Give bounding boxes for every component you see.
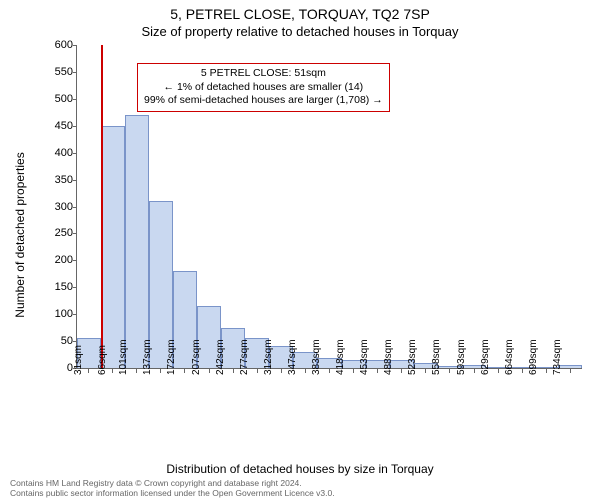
x-tick-label: 558sqm: [432, 339, 443, 375]
y-tick-label: 100: [55, 308, 77, 320]
x-tick-label: 383sqm: [311, 339, 322, 375]
histogram-bar: [438, 45, 462, 368]
x-tick-label: 242sqm: [215, 339, 226, 375]
property-marker-line: [101, 45, 103, 368]
title-subtitle: Size of property relative to detached ho…: [10, 24, 590, 39]
footer-line1: Contains HM Land Registry data © Crown c…: [10, 478, 590, 488]
histogram-bar: [510, 45, 534, 368]
y-tick-label: 500: [55, 93, 77, 105]
title-address: 5, PETREL CLOSE, TORQUAY, TQ2 7SP: [10, 6, 590, 22]
x-tick-label: 277sqm: [239, 339, 250, 375]
histogram-bar: [101, 45, 125, 368]
x-tick-label: 347sqm: [287, 339, 298, 375]
y-tick-label: 400: [55, 147, 77, 159]
histogram-bar: [77, 45, 101, 368]
y-tick-label: 350: [55, 174, 77, 186]
x-tick-label: 207sqm: [191, 339, 202, 375]
x-tick-label: 523sqm: [408, 339, 419, 375]
y-tick-label: 600: [55, 39, 77, 51]
y-tick-label: 450: [55, 120, 77, 132]
x-tick-label: 418sqm: [335, 339, 346, 375]
annotation-line1: 5 PETREL CLOSE: 51sqm: [144, 67, 383, 81]
footer-attribution: Contains HM Land Registry data © Crown c…: [10, 478, 590, 498]
y-tick-label: 200: [55, 254, 77, 266]
x-tick-label: 31sqm: [73, 345, 84, 375]
y-tick-label: 250: [55, 227, 77, 239]
x-tick-label: 101sqm: [118, 339, 129, 375]
y-axis-label: Number of detached properties: [13, 152, 27, 317]
x-tick-label: 453sqm: [359, 339, 370, 375]
y-tick-label: 550: [55, 66, 77, 78]
histogram-bar: [558, 45, 582, 368]
x-tick-label: 137sqm: [143, 339, 154, 375]
x-tick-label: 699sqm: [528, 339, 539, 375]
x-tick-label: 488sqm: [383, 339, 394, 375]
chart-container: 5, PETREL CLOSE, TORQUAY, TQ2 7SP Size o…: [0, 0, 600, 500]
x-tick-label: 629sqm: [480, 339, 491, 375]
x-tick-label: 664sqm: [504, 339, 515, 375]
footer-line2: Contains public sector information licen…: [10, 488, 590, 498]
y-tick-label: 300: [55, 201, 77, 213]
x-tick-label: 312sqm: [263, 339, 274, 375]
histogram-bar: [534, 45, 558, 368]
x-tick-label: 172sqm: [167, 339, 178, 375]
histogram-bar: [414, 45, 438, 368]
plot-area: 5 PETREL CLOSE: 51sqm ← 1% of detached h…: [76, 45, 582, 369]
annotation-line3: 99% of semi-detached houses are larger (…: [144, 94, 383, 108]
x-tick-label: 734sqm: [552, 339, 563, 375]
x-ticks-group: 31sqm66sqm101sqm137sqm172sqm207sqm242sqm…: [76, 369, 582, 425]
annotation-line2: ← 1% of detached houses are smaller (14): [144, 81, 383, 95]
histogram-bar: [486, 45, 510, 368]
histogram-bar: [390, 45, 414, 368]
x-tick-label: 66sqm: [97, 345, 108, 375]
histogram-bar: [462, 45, 486, 368]
x-axis-label: Distribution of detached houses by size …: [0, 462, 600, 476]
chart-area: Number of detached properties 5 PETREL C…: [54, 45, 590, 425]
y-tick-label: 150: [55, 281, 77, 293]
x-tick-label: 593sqm: [456, 339, 467, 375]
annotation-box: 5 PETREL CLOSE: 51sqm ← 1% of detached h…: [137, 63, 390, 112]
